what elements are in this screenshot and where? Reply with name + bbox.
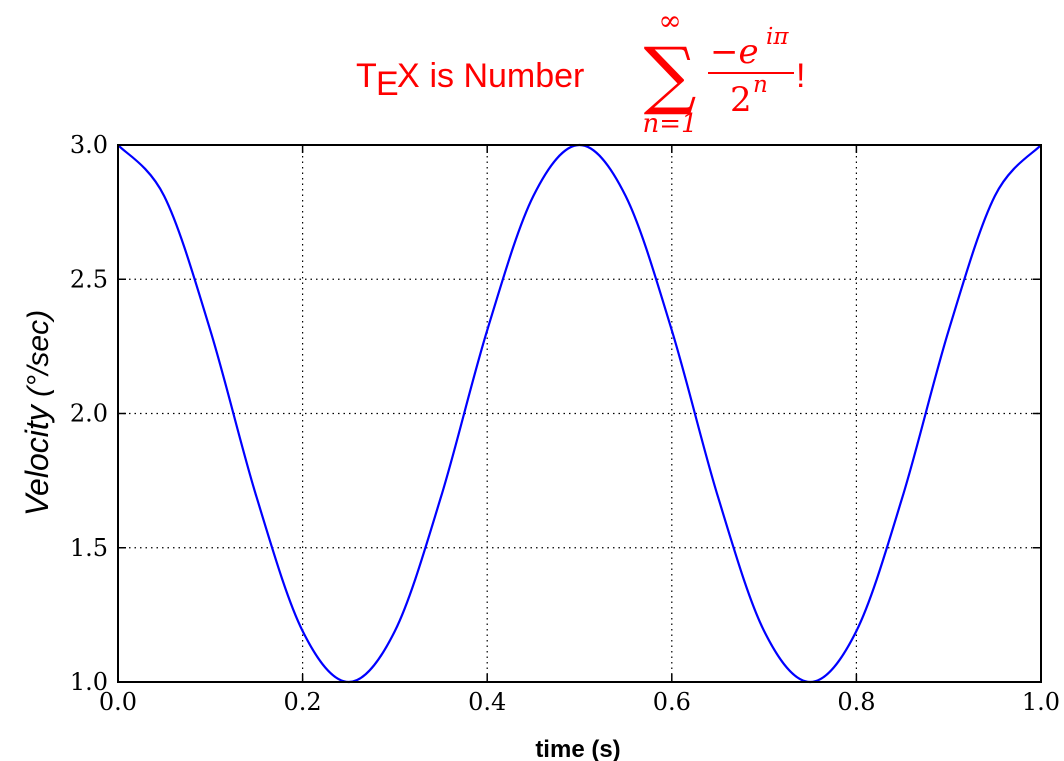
title-text: is Number — [420, 57, 594, 95]
chart-title: T E X is Number ∞ ∑ n=1 −e iπ 2 n ! — [356, 4, 805, 139]
y-tick-labels: 1.0 1.5 2.0 2.5 3.0 — [70, 131, 108, 696]
title-tex-x: X — [397, 57, 420, 95]
grid — [117, 144, 1042, 683]
title-denominator-exponent: n — [753, 72, 768, 98]
x-axis-label: time (s) — [535, 736, 620, 761]
y-tick-label: 3.0 — [70, 131, 108, 159]
ticks — [117, 144, 1042, 683]
x-tick-label: 0.4 — [468, 688, 506, 716]
x-tick-label: 0.6 — [653, 688, 691, 716]
y-axis-label-unit: (°/sec) — [22, 310, 55, 405]
x-tick-label: 0.2 — [284, 688, 322, 716]
y-axis-label: Velocity (°/sec) — [19, 310, 55, 516]
title-tex-t: T — [356, 57, 377, 95]
title-sum-lower: n=1 — [642, 109, 697, 139]
title-numerator: −e — [710, 32, 759, 72]
y-tick-label: 1.0 — [70, 668, 108, 696]
title-tex-e: E — [376, 65, 399, 103]
title-numerator-exponent: iπ — [766, 24, 789, 50]
title-denominator: 2 — [730, 80, 752, 120]
title-sum-upper: ∞ — [658, 4, 681, 37]
x-tick-label: 1.0 — [1022, 688, 1060, 716]
y-tick-label: 2.5 — [70, 265, 108, 293]
x-tick-label: 0.8 — [837, 688, 875, 716]
title-suffix: ! — [796, 57, 805, 95]
x-tick-labels: 0.0 0.2 0.4 0.6 0.8 1.0 — [99, 688, 1060, 716]
y-tick-label: 2.0 — [70, 400, 108, 428]
y-tick-label: 1.5 — [70, 534, 108, 562]
x-tick-label: 0.0 — [99, 688, 137, 716]
title-sum-symbol: ∑ — [644, 32, 697, 118]
y-axis-label-main: Velocity — [19, 403, 55, 516]
